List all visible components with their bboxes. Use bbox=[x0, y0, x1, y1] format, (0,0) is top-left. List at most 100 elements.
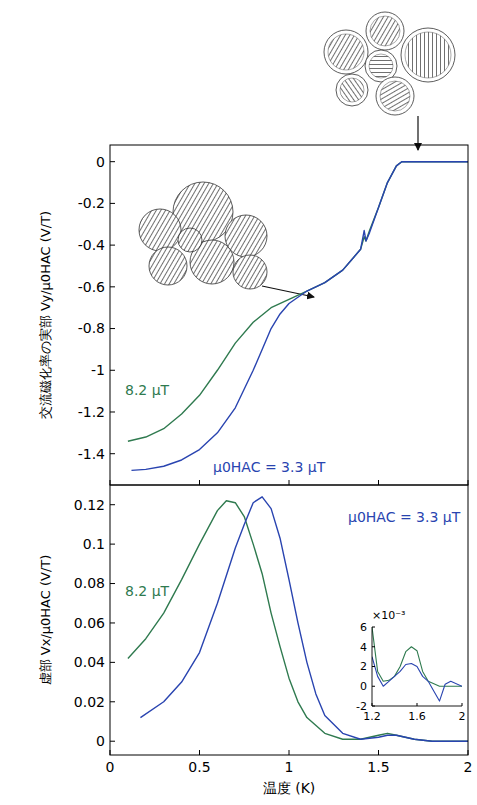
x-tick-label: 0.5 bbox=[188, 759, 210, 775]
y-tick bbox=[110, 245, 115, 246]
grain-core bbox=[340, 78, 364, 102]
x-tick-label: 2 bbox=[464, 759, 473, 775]
y-tick bbox=[110, 701, 115, 702]
grain-shell bbox=[336, 74, 368, 106]
series-line bbox=[128, 162, 468, 442]
y-tick-label: -1.2 bbox=[78, 404, 105, 420]
grain-cartoon-isolated bbox=[324, 12, 455, 150]
plot-frame bbox=[110, 485, 468, 755]
y-tick-label: -1 bbox=[91, 362, 105, 378]
y-axis-title: 虚部 Vx/μ0HAC (V/T) bbox=[38, 555, 53, 686]
y-tick bbox=[372, 686, 375, 687]
grain-shell bbox=[376, 77, 414, 115]
grain-shell bbox=[324, 30, 368, 74]
y-tick-label: -2 bbox=[356, 700, 367, 713]
x-tick bbox=[289, 480, 290, 485]
series-line bbox=[140, 497, 468, 741]
grain bbox=[233, 255, 267, 289]
x-tick bbox=[468, 750, 469, 755]
y-tick bbox=[110, 662, 115, 663]
x-tick bbox=[468, 480, 469, 485]
grain-core bbox=[369, 54, 393, 78]
y-tick bbox=[110, 286, 115, 287]
y-tick bbox=[110, 161, 115, 162]
grain bbox=[139, 209, 181, 251]
y-tick bbox=[110, 583, 115, 584]
axis-multiplier: ×10⁻³ bbox=[372, 609, 405, 622]
y-tick-label: 0 bbox=[360, 680, 367, 693]
x-tick bbox=[462, 703, 463, 706]
series-group bbox=[128, 497, 468, 741]
y-tick bbox=[110, 370, 115, 371]
x-tick-label: 2 bbox=[459, 710, 466, 723]
series-line bbox=[131, 162, 468, 471]
x-tick bbox=[378, 750, 379, 755]
y-tick-label: 0.02 bbox=[74, 694, 105, 710]
figure: 0 -0.2 -0.4 -0.6 -0.8 -1 -1.2 -1.4 8.2 μT μ0HAC =… bbox=[0, 0, 477, 805]
x-tick bbox=[110, 750, 111, 755]
y-tick-label: 6 bbox=[360, 621, 367, 634]
series-line bbox=[372, 627, 462, 686]
y-tick bbox=[372, 706, 375, 707]
series-label: μ0HAC = 3.3 μT bbox=[213, 459, 326, 475]
y-tick bbox=[110, 622, 115, 623]
y-tick-label: 2 bbox=[360, 660, 367, 673]
y-tick-label: -0.8 bbox=[78, 320, 105, 336]
y-axis-title: 交流磁化率の実部 Vy/μ0HAC (V/T) bbox=[38, 211, 53, 419]
y-tick bbox=[110, 741, 115, 742]
series-label: 8.2 μT bbox=[125, 382, 170, 398]
y-tick-label: 0.12 bbox=[74, 497, 105, 513]
y-tick bbox=[372, 666, 375, 667]
grain-core bbox=[405, 32, 451, 78]
y-tick bbox=[110, 504, 115, 505]
plot-frame bbox=[110, 145, 468, 485]
grain-shell bbox=[366, 12, 404, 50]
y-tick bbox=[372, 627, 375, 628]
x-tick bbox=[199, 750, 200, 755]
series-group bbox=[128, 162, 468, 471]
y-tick bbox=[110, 203, 115, 204]
y-tick bbox=[110, 328, 115, 329]
panel: 1.21.62-20246×10⁻³ bbox=[356, 609, 465, 723]
x-tick-label: 1 bbox=[285, 759, 294, 775]
y-tick-label: 0.1 bbox=[83, 536, 105, 552]
panel: 0 -0.2 -0.4 -0.6 -0.8 -1 -1.2 -1.4 8.2 μT μ0HAC =… bbox=[38, 145, 468, 485]
series-line bbox=[372, 657, 462, 701]
series-label: μ0HAC = 3.3 μT bbox=[348, 509, 461, 525]
y-tick-label: 0.06 bbox=[74, 615, 105, 631]
x-tick bbox=[417, 703, 418, 706]
y-tick-label: -0.6 bbox=[78, 279, 105, 295]
y-tick-label: -1.4 bbox=[78, 446, 105, 462]
x-axis-title: 温度 (K) bbox=[263, 780, 316, 796]
y-tick bbox=[110, 411, 115, 412]
grain bbox=[149, 247, 187, 285]
y-tick-label: 4 bbox=[360, 641, 367, 654]
y-tick-label: -0.4 bbox=[78, 237, 105, 253]
background bbox=[0, 0, 477, 805]
y-tick-label: 0.04 bbox=[74, 654, 105, 670]
x-tick bbox=[199, 480, 200, 485]
y-tick-label: 0 bbox=[96, 154, 105, 170]
y-tick-label: 0.08 bbox=[74, 575, 105, 591]
series-group bbox=[372, 627, 462, 701]
grain-core bbox=[380, 81, 410, 111]
grain bbox=[178, 228, 202, 252]
y-tick bbox=[110, 453, 115, 454]
grain-shell bbox=[401, 28, 455, 82]
x-tick-label: 1.6 bbox=[408, 710, 426, 723]
y-tick bbox=[110, 544, 115, 545]
grain-core bbox=[370, 16, 400, 46]
y-tick-label: -0.2 bbox=[78, 195, 105, 211]
panel: 0 0.5 1 1.5 2 0 0.02 0.04 0.06 0.08 0.1 0.12 8.2 μT μ… bbox=[38, 485, 472, 796]
x-tick bbox=[289, 750, 290, 755]
grain-cartoon-coupled bbox=[139, 182, 314, 297]
x-tick bbox=[378, 480, 379, 485]
grain-core bbox=[328, 34, 364, 70]
inset-bg bbox=[372, 627, 462, 706]
x-tick-label: 0 bbox=[106, 759, 115, 775]
x-tick bbox=[110, 480, 111, 485]
y-tick-label: 0 bbox=[96, 733, 105, 749]
x-tick-label: 1.5 bbox=[367, 759, 389, 775]
series-label: 8.2 μT bbox=[125, 583, 170, 599]
y-tick bbox=[372, 646, 375, 647]
